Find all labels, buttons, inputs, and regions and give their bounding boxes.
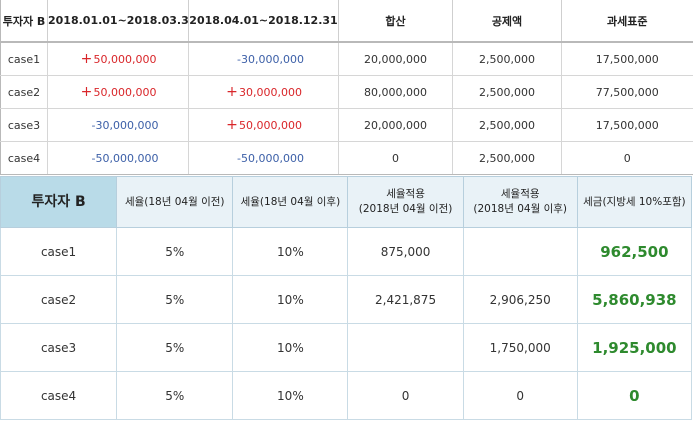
- header-applied-after-line1: 세율적용: [500, 188, 540, 200]
- header-applied-before: 세율적용 (2018년 04월 이전): [347, 176, 464, 228]
- case-label: case1: [0, 42, 48, 76]
- deduction-value: 2,500,000: [452, 141, 562, 175]
- table2-header-row: 투자자 B 세율(18년 04월 이전) 세율(18년 04월 이후) 세율적용…: [0, 176, 693, 228]
- case-label: case2: [0, 275, 118, 324]
- header-sum: 합산: [338, 0, 453, 43]
- investor-b-tax-table: 투자자 B 세율(18년 04월 이전) 세율(18년 04월 이후) 세율적용…: [0, 176, 693, 420]
- header-period-rest: 2018.04.01~2018.12.31: [188, 0, 339, 43]
- header-tax-base: 과세표준: [561, 0, 693, 43]
- amount: 30,000,000: [239, 85, 302, 99]
- header-investor: 투자자 B: [0, 0, 48, 43]
- amount: -30,000,000: [237, 52, 304, 66]
- case-label: case4: [0, 141, 48, 175]
- amount: -30,000,000: [91, 118, 159, 132]
- period2-value: +30,000,000: [188, 75, 339, 109]
- tax-total: 0: [576, 371, 693, 420]
- header-investor: 투자자 B: [0, 176, 118, 228]
- case-label: case3: [0, 108, 48, 142]
- tax-base-value: 17,500,000: [561, 42, 693, 76]
- tax-total: 1,925,000: [576, 323, 693, 372]
- rate-before: 5%: [116, 275, 234, 324]
- table-row: case4 -50,000,000 -50,000,000 0 2,500,00…: [0, 141, 693, 175]
- tax-base-value: 17,500,000: [561, 108, 693, 142]
- case-label: case3: [0, 323, 118, 372]
- case-label: case1: [0, 227, 118, 276]
- rate-after: 10%: [232, 371, 349, 420]
- amount: 50,000,000: [93, 85, 157, 99]
- rate-after: 10%: [232, 227, 349, 276]
- rate-before: 5%: [116, 227, 234, 276]
- header-rate-before: 세율(18년 04월 이전): [116, 176, 234, 228]
- applied-before: 875,000: [347, 227, 464, 276]
- sum-value: 0: [338, 141, 453, 175]
- case-label: case4: [0, 371, 118, 420]
- period1-value: +50,000,000: [47, 75, 189, 109]
- header-rate-after: 세율(18년 04월 이후): [232, 176, 349, 228]
- tax-base-value: 0: [561, 141, 693, 175]
- rate-before: 5%: [116, 323, 234, 372]
- period1-value: -50,000,000: [47, 141, 189, 175]
- header-applied-before-line1: 세율적용: [386, 188, 425, 200]
- deduction-value: 2,500,000: [452, 75, 562, 109]
- sum-value: 80,000,000: [338, 75, 453, 109]
- sum-value: 20,000,000: [338, 42, 453, 76]
- sign: +: [80, 50, 93, 67]
- period1-value: +50,000,000: [47, 42, 189, 76]
- table-row: case4 5% 10% 0 0 0: [0, 371, 693, 420]
- sign: +: [226, 83, 238, 100]
- applied-after: 1,750,000: [462, 323, 578, 372]
- amount: -50,000,000: [237, 151, 304, 165]
- table-row: case3 5% 10% 1,750,000 1,925,000: [0, 323, 693, 372]
- header-period-q1: 2018.01.01~2018.03.31: [47, 0, 189, 43]
- rate-before: 5%: [116, 371, 234, 420]
- header-applied-after: 세율적용 (2018년 04월 이후): [462, 176, 578, 228]
- applied-before: [347, 323, 464, 372]
- applied-after: 2,906,250: [462, 275, 578, 324]
- deduction-value: 2,500,000: [452, 42, 562, 76]
- case-label: case2: [0, 75, 48, 109]
- rate-after: 10%: [232, 323, 349, 372]
- header-deduction: 공제액: [452, 0, 562, 43]
- table1-header-row: 투자자 B 2018.01.01~2018.03.31 2018.04.01~2…: [0, 0, 693, 43]
- period1-value: -30,000,000: [47, 108, 189, 142]
- table-row: case1 5% 10% 875,000 962,500: [0, 227, 693, 276]
- table-row: case2 +50,000,000 +30,000,000 80,000,000…: [0, 75, 693, 109]
- deduction-value: 2,500,000: [452, 108, 562, 142]
- tax-base-value: 77,500,000: [561, 75, 693, 109]
- applied-before: 2,421,875: [347, 275, 464, 324]
- applied-before: 0: [347, 371, 464, 420]
- sign: +: [80, 83, 93, 100]
- tax-total: 962,500: [576, 227, 693, 276]
- investor-b-period-table: 투자자 B 2018.01.01~2018.03.31 2018.04.01~2…: [0, 0, 693, 175]
- period2-value: -50,000,000: [188, 141, 339, 175]
- period2-value: +50,000,000: [188, 108, 339, 142]
- amount: 50,000,000: [93, 52, 157, 66]
- amount: 50,000,000: [239, 118, 302, 132]
- applied-after: 0: [462, 371, 578, 420]
- amount: -50,000,000: [91, 151, 159, 165]
- sum-value: 20,000,000: [338, 108, 453, 142]
- header-applied-after-line2: (2018년 04월 이후): [473, 203, 567, 215]
- applied-after: [462, 227, 578, 276]
- header-tax: 세금(지방세 10%포함): [576, 176, 693, 228]
- rate-after: 10%: [232, 275, 349, 324]
- period2-value: -30,000,000: [188, 42, 339, 76]
- table-row: case2 5% 10% 2,421,875 2,906,250 5,860,9…: [0, 275, 693, 324]
- sign: +: [226, 116, 238, 133]
- table-row: case1 +50,000,000 -30,000,000 20,000,000…: [0, 42, 693, 76]
- tax-total: 5,860,938: [576, 275, 693, 324]
- table-row: case3 -30,000,000 +50,000,000 20,000,000…: [0, 108, 693, 142]
- header-applied-before-line2: (2018년 04월 이전): [358, 203, 453, 215]
